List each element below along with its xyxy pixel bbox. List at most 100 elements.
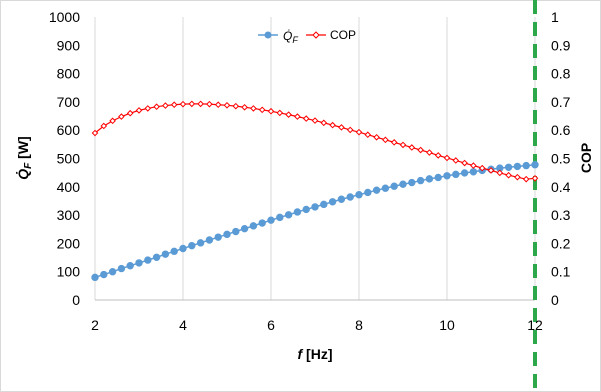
data-point <box>206 100 213 108</box>
data-point <box>434 173 442 182</box>
data-point <box>328 198 337 206</box>
x-tick-label: 10 <box>439 317 455 333</box>
data-point <box>284 211 293 219</box>
y-tick-label: 300 <box>57 207 81 223</box>
legend-qf-sub: F <box>292 35 298 45</box>
x-tick-label: 12 <box>527 317 543 333</box>
data-point <box>267 107 275 115</box>
legend-qf-marker <box>264 31 272 39</box>
data-point <box>214 233 222 241</box>
y2-tick-label: 0.3 <box>551 207 571 223</box>
data-point <box>241 103 248 111</box>
left-axis-ticks: 0 100 200 300 400 500 600 700 800 900 1000 <box>49 9 80 308</box>
data-point <box>293 208 302 216</box>
data-point <box>267 216 275 224</box>
data-point <box>460 169 469 177</box>
data-point <box>135 259 143 267</box>
data-point <box>170 247 178 256</box>
x-title-unit: [Hz] <box>302 346 332 362</box>
data-point <box>144 105 152 112</box>
data-point <box>416 176 425 185</box>
y2-tick-label: 0.8 <box>551 66 571 82</box>
y2-tick-label: 0.5 <box>551 151 571 167</box>
data-point <box>364 131 372 139</box>
data-point <box>126 109 134 117</box>
data-point <box>100 122 108 130</box>
data-point <box>514 173 521 181</box>
legend-qf-label: Q̇F <box>283 29 298 45</box>
data-point <box>179 100 187 108</box>
data-point <box>382 136 389 144</box>
data-point <box>337 195 346 203</box>
y-title-sub: F <box>23 162 34 169</box>
grid <box>94 17 536 300</box>
data-point <box>118 113 125 120</box>
legend-item-cop: COP <box>306 28 356 42</box>
series-qf <box>91 161 539 282</box>
data-point <box>434 152 442 159</box>
y2-tick-label: 0.2 <box>551 235 571 251</box>
series-layer <box>91 100 539 282</box>
data-point <box>197 100 204 108</box>
y-axis-title: Q̇F [W] <box>15 136 34 179</box>
data-point <box>108 268 117 276</box>
data-point <box>117 264 126 273</box>
y-tick-label: 600 <box>57 122 81 138</box>
series-line <box>94 103 536 180</box>
data-point <box>390 182 398 190</box>
data-point <box>179 244 187 253</box>
y-tick-label: 800 <box>57 66 81 82</box>
x-tick-label: 6 <box>267 317 275 333</box>
data-point <box>338 124 345 131</box>
data-point <box>170 101 178 109</box>
data-point <box>372 186 381 194</box>
data-point <box>188 241 196 250</box>
data-point <box>240 224 249 233</box>
x-axis-ticks: 2 4 6 8 10 12 <box>91 317 543 333</box>
data-point <box>505 171 512 179</box>
data-point <box>364 188 372 197</box>
data-point <box>452 157 460 164</box>
x-tick-label: 2 <box>91 317 99 333</box>
data-point <box>531 175 539 182</box>
y2-axis-title: COP <box>578 143 594 173</box>
y2-tick-label: 1 <box>551 9 559 25</box>
y-tick-label: 200 <box>57 235 81 251</box>
data-point <box>152 253 161 261</box>
data-point <box>311 203 319 211</box>
data-point <box>461 159 468 167</box>
data-point <box>425 175 434 183</box>
right-axis-ticks: 0 0.1 0.2 0.3 0.4 0.5 0.6 0.7 0.8 0.9 1 <box>551 9 571 308</box>
data-point <box>399 180 407 188</box>
y-tick-label: 700 <box>57 94 81 110</box>
data-point <box>487 167 495 174</box>
data-point <box>223 101 231 109</box>
data-point <box>294 113 301 120</box>
data-point <box>276 213 284 222</box>
y2-tick-label: 0.9 <box>551 37 571 53</box>
legend-cop-marker <box>312 31 320 39</box>
data-point <box>531 161 539 169</box>
data-point <box>232 102 240 110</box>
data-point <box>109 117 116 125</box>
data-point <box>250 105 257 112</box>
data-point <box>390 139 398 146</box>
data-point <box>346 193 354 201</box>
y-tick-label: 100 <box>57 264 81 280</box>
data-point <box>355 191 363 199</box>
data-point <box>205 236 214 244</box>
data-point <box>223 230 231 239</box>
data-point <box>258 219 266 227</box>
data-point <box>258 106 266 114</box>
series-line <box>94 163 536 279</box>
data-point <box>144 256 152 264</box>
data-point <box>443 154 451 162</box>
data-point <box>496 169 504 177</box>
y2-tick-label: 0.7 <box>551 94 571 110</box>
data-point <box>408 178 416 187</box>
series-cop <box>91 100 539 183</box>
data-point <box>522 175 530 183</box>
data-point <box>408 144 416 151</box>
